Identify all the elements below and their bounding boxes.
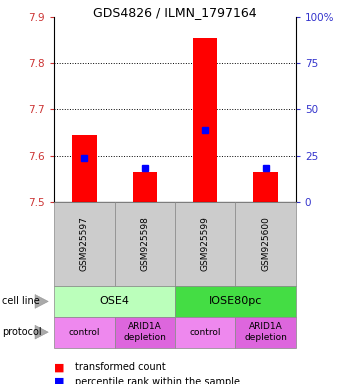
Text: percentile rank within the sample: percentile rank within the sample <box>75 377 240 384</box>
Text: ARID1A
depletion: ARID1A depletion <box>244 323 287 342</box>
Text: GSM925600: GSM925600 <box>261 217 270 271</box>
Bar <box>253 172 278 202</box>
Text: GSM925599: GSM925599 <box>201 217 210 271</box>
Text: ARID1A
depletion: ARID1A depletion <box>123 323 166 342</box>
Text: ■: ■ <box>54 377 65 384</box>
Text: GSM925597: GSM925597 <box>80 217 89 271</box>
Text: OSE4: OSE4 <box>100 296 130 306</box>
Bar <box>133 172 157 202</box>
Bar <box>193 38 217 202</box>
Text: control: control <box>189 328 221 337</box>
Text: GSM925598: GSM925598 <box>140 217 149 271</box>
Bar <box>72 135 97 202</box>
Text: protocol: protocol <box>2 327 41 337</box>
Text: control: control <box>69 328 100 337</box>
Text: ■: ■ <box>54 362 65 372</box>
Text: IOSE80pc: IOSE80pc <box>209 296 262 306</box>
Text: transformed count: transformed count <box>75 362 166 372</box>
Text: GDS4826 / ILMN_1797164: GDS4826 / ILMN_1797164 <box>93 6 257 19</box>
Text: cell line: cell line <box>2 296 40 306</box>
